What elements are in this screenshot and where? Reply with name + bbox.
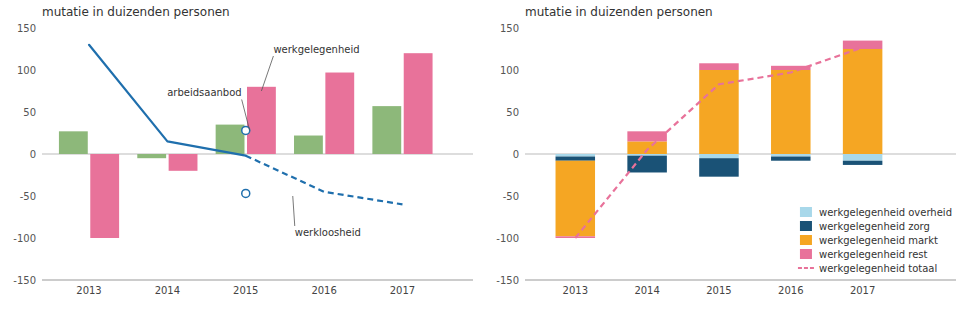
annotation: werkloosheid [295,227,361,238]
x-tick-label: 2016 [311,285,336,296]
y-tick-label: 100 [17,65,36,76]
x-tick-label: 2016 [778,285,803,296]
legend-entry: werkgelegenheid markt [819,235,938,246]
legend-entry: werkgelegenheid overheid [819,207,952,218]
chart-title: mutatie in duizenden personen [42,5,230,19]
y-tick-label: 50 [23,107,36,118]
annotation-leader [293,196,295,226]
y-tick-label: -150 [496,275,519,286]
chart-title: mutatie in duizenden personen [525,5,713,19]
chart-panel: mutatie in duizenden personen -150 -100 -50… [496,5,956,296]
bar-segment [843,161,883,165]
annotation: werkgelegenheid [273,44,359,55]
point-marker [242,189,250,197]
x-tick-label: 2013 [76,285,101,296]
y-tick-label: -150 [13,275,36,286]
x-tick-label: 2015 [706,285,731,296]
y-tick-label: -100 [13,233,36,244]
x-axis-line [525,280,956,281]
bar-segment [843,154,883,161]
bar-segment [771,157,811,161]
bar-segment [771,66,811,70]
legend: werkgelegenheid overheid werkgelegenheid … [798,207,952,274]
legend-entry: werkgelegenheid rest [819,249,928,260]
bar [294,136,323,154]
chart-panel: mutatie in duizenden personen -150 -100 -50… [13,5,473,296]
annotation-leader [242,99,250,130]
legend-swatch [798,267,814,269]
bar [247,87,276,154]
bar-segment [627,141,667,154]
bar [59,131,88,154]
bar-segment [556,154,596,157]
bar [325,73,354,154]
bar [372,106,401,154]
annotation-leader [261,56,273,91]
legend-swatch [800,207,812,217]
bar-segment [699,63,739,70]
bar-segment [627,154,667,156]
y-tick-label: 0 [30,149,36,160]
y-tick-label: 50 [506,107,519,118]
bar [90,154,119,238]
bar-segment [699,154,739,158]
legend-swatch [800,249,812,259]
bar-segment [843,49,883,154]
bar [216,125,245,154]
x-axis-line [42,280,473,281]
x-tick-label: 2017 [390,285,415,296]
bar [137,154,166,158]
legend-swatch [800,221,812,231]
y-tick-label: 150 [17,23,36,34]
bar-segment [771,70,811,154]
y-tick-label: -50 [503,191,519,202]
bar-segment [699,158,739,176]
line [89,45,246,156]
bar [404,53,433,154]
y-tick-label: -100 [496,233,519,244]
x-tick-label: 2014 [155,285,180,296]
y-tick-label: 150 [500,23,519,34]
x-tick-label: 2015 [233,285,258,296]
annotation: arbeidsaanbod [167,87,241,98]
bar-segment [556,157,596,161]
x-tick-label: 2014 [634,285,659,296]
bar [169,154,198,171]
legend-entry: werkgelegenheid zorg [819,221,930,232]
y-tick-label: 100 [500,65,519,76]
marks [59,45,433,238]
bar-segment [556,161,596,237]
legend-swatch [800,235,812,245]
bar-segment [627,156,667,173]
chart-canvas: mutatie in duizenden personen -150 -100 -50… [0,0,966,311]
x-tick-label: 2013 [563,285,588,296]
y-tick-label: 0 [513,149,519,160]
y-tick-label: -50 [20,191,36,202]
legend-entry: werkgelegenheid totaal [819,263,937,274]
bar-segment [771,154,811,157]
x-tick-label: 2017 [850,285,875,296]
line [246,156,403,205]
bar-segment [843,41,883,49]
